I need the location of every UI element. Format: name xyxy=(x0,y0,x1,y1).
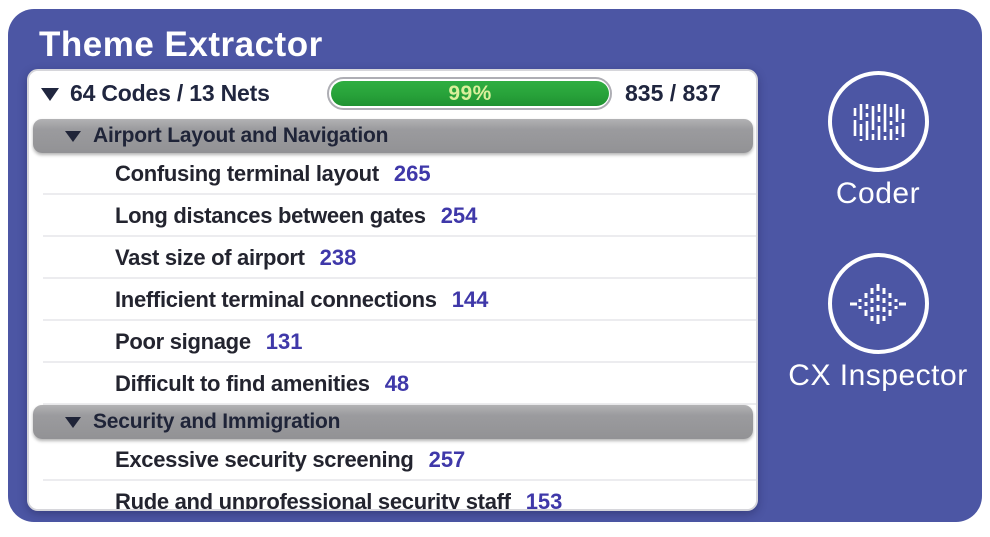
code-row[interactable]: Long distances between gates 254 xyxy=(29,195,756,237)
processed-count: 835 / 837 xyxy=(625,80,721,106)
code-row[interactable]: Confusing terminal layout 265 xyxy=(29,153,756,195)
coder-button[interactable] xyxy=(827,71,929,172)
progress-percent-label: 99% xyxy=(448,81,492,105)
code-count: 265 xyxy=(393,161,431,186)
code-count: 238 xyxy=(319,245,357,270)
net-label: Security and Immigration xyxy=(93,410,341,433)
cx-inspector-icon xyxy=(850,283,906,324)
cx-inspector-button[interactable] xyxy=(827,253,929,354)
codes-nets-summary: 64 Codes / 13 Nets xyxy=(70,80,270,106)
code-row[interactable]: Excessive security screening 257 xyxy=(29,439,756,481)
code-count: 254 xyxy=(440,203,478,228)
code-label: Vast size of airport xyxy=(115,245,305,270)
progress-bar: 99% xyxy=(327,77,612,110)
code-count: 144 xyxy=(451,287,489,312)
code-row[interactable]: Inefficient terminal connections 144 xyxy=(29,279,756,321)
coder-barcode-icon xyxy=(853,103,905,141)
code-label: Confusing terminal layout xyxy=(115,161,379,186)
code-label: Long distances between gates xyxy=(115,203,426,228)
collapse-all-caret-icon[interactable] xyxy=(41,88,59,101)
code-label: Difficult to find amenities xyxy=(115,371,370,396)
code-count: 131 xyxy=(265,329,303,354)
code-row[interactable]: Rude and unprofessional security staff 1… xyxy=(29,481,756,511)
code-count: 153 xyxy=(525,489,563,511)
code-count: 48 xyxy=(384,371,410,396)
net-label: Airport Layout and Navigation xyxy=(93,124,389,147)
code-label: Excessive security screening xyxy=(115,447,414,472)
code-row[interactable]: Difficult to find amenities 48 xyxy=(29,363,756,405)
tree-summary-header: 64 Codes / 13 Nets 99% 835 / 837 xyxy=(29,71,756,119)
code-count: 257 xyxy=(428,447,466,472)
cx-inspector-label: CX Inspector xyxy=(788,359,968,392)
net-header-security-immigration[interactable]: Security and Immigration xyxy=(33,405,753,439)
net-header-airport-layout[interactable]: Airport Layout and Navigation xyxy=(33,119,753,153)
tool-sidebar: Coder CX Inspector xyxy=(778,9,978,393)
code-label: Inefficient terminal connections xyxy=(115,287,437,312)
net-caret-icon xyxy=(65,416,81,428)
page-title: Theme Extractor xyxy=(39,25,323,64)
code-row[interactable]: Poor signage 131 xyxy=(29,321,756,363)
theme-extractor-card: Theme Extractor 64 Codes / 13 Nets 99% 8… xyxy=(8,9,982,522)
coder-label: Coder xyxy=(835,177,921,210)
code-label: Poor signage xyxy=(115,329,251,354)
theme-tree-panel: 64 Codes / 13 Nets 99% 835 / 837 Airport… xyxy=(27,69,758,511)
progress-fill: 99% xyxy=(331,81,610,106)
net-caret-icon xyxy=(65,130,81,142)
code-label: Rude and unprofessional security staff xyxy=(115,489,511,511)
code-row[interactable]: Vast size of airport 238 xyxy=(29,237,756,279)
